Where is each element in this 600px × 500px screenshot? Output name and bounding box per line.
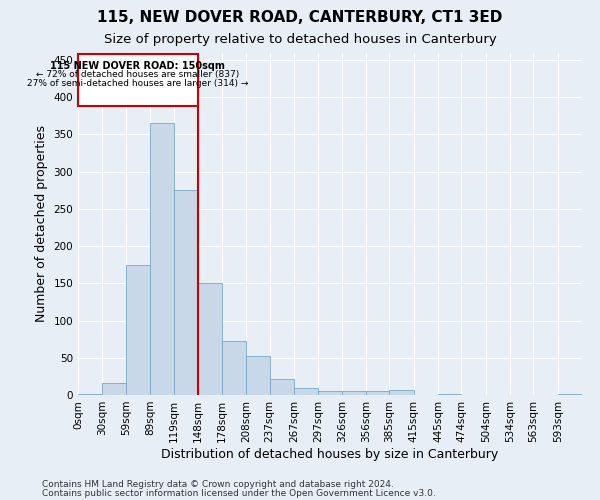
Text: ← 72% of detached houses are smaller (837): ← 72% of detached houses are smaller (83…: [36, 70, 239, 80]
Y-axis label: Number of detached properties: Number of detached properties: [35, 125, 48, 322]
Bar: [389, 390, 414, 395]
Text: Size of property relative to detached houses in Canterbury: Size of property relative to detached ho…: [104, 32, 496, 46]
Bar: [78, 54, 198, 106]
Bar: [270, 378, 294, 395]
Text: Contains HM Land Registry data © Crown copyright and database right 2024.: Contains HM Land Registry data © Crown c…: [42, 480, 394, 489]
Text: Contains public sector information licensed under the Open Government Licence v3: Contains public sector information licen…: [42, 488, 436, 498]
X-axis label: Distribution of detached houses by size in Canterbury: Distribution of detached houses by size …: [161, 448, 499, 460]
Bar: [102, 383, 126, 395]
Bar: [318, 392, 342, 395]
Bar: [150, 123, 174, 395]
Text: 27% of semi-detached houses are larger (314) →: 27% of semi-detached houses are larger (…: [27, 78, 248, 88]
Bar: [174, 190, 198, 395]
Bar: [126, 264, 150, 395]
Bar: [438, 394, 461, 395]
Bar: [198, 284, 222, 395]
Bar: [246, 356, 270, 395]
Bar: [222, 342, 246, 395]
Bar: [294, 388, 318, 395]
Bar: [78, 394, 102, 395]
Bar: [366, 390, 389, 395]
Bar: [558, 394, 582, 395]
Text: 115 NEW DOVER ROAD: 150sqm: 115 NEW DOVER ROAD: 150sqm: [50, 62, 226, 72]
Bar: [342, 390, 366, 395]
Text: 115, NEW DOVER ROAD, CANTERBURY, CT1 3ED: 115, NEW DOVER ROAD, CANTERBURY, CT1 3ED: [97, 10, 503, 25]
